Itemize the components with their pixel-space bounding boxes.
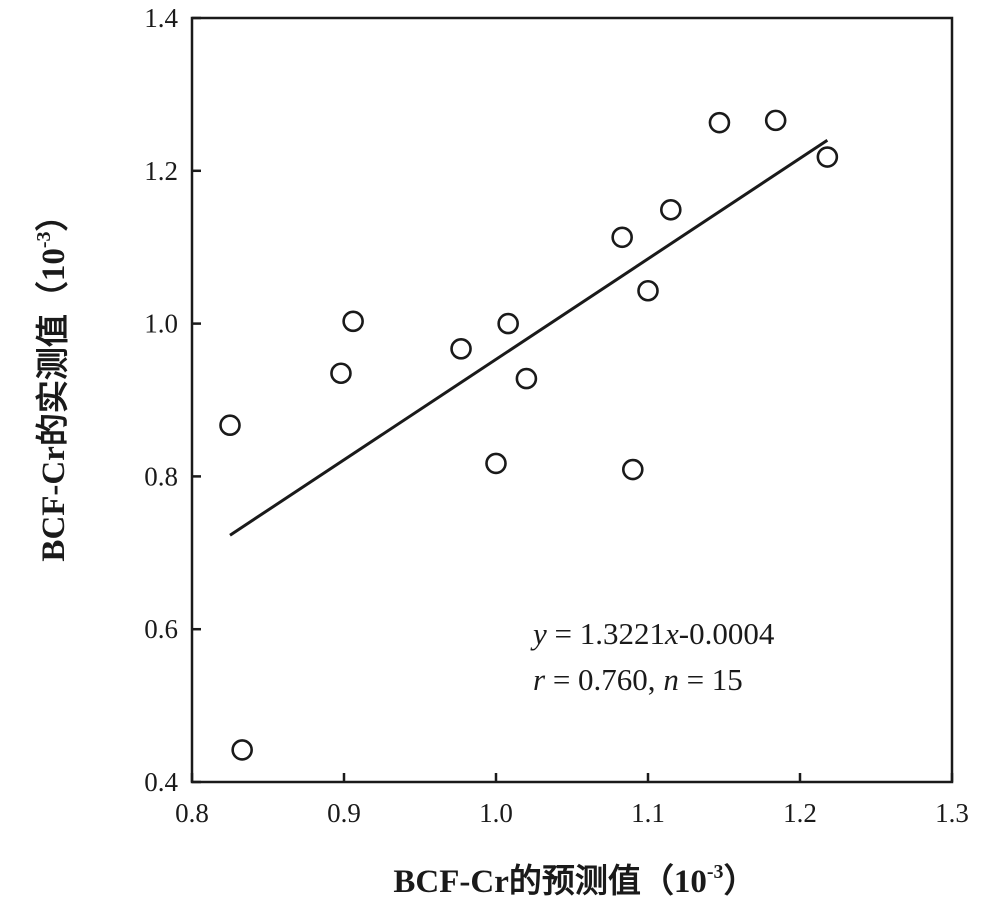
y-axis-ticks: 0.4 0.6 0.8 1.0 1.2 1.4 [144,3,201,797]
x-tick-label: 1.0 [479,798,513,828]
x-axis-ticks: 0.8 0.9 1.0 1.1 1.2 1.3 [175,773,969,828]
x-tick-label: 1.2 [783,798,817,828]
regression-line [229,138,829,537]
data-points [219,109,839,761]
data-point [708,111,731,134]
data-point [342,310,364,333]
x-tick-label: 1.3 [935,798,969,828]
data-point [611,226,633,249]
y-tick-label: 1.2 [144,156,178,186]
x-tick-label: 1.1 [631,798,665,828]
data-point [485,452,507,475]
data-point [764,109,787,132]
x-tick-label: 0.9 [327,798,361,828]
y-axis-title: BCF-Cr的实测值（10-3） [33,198,72,561]
data-point [497,312,519,335]
y-tick-label: 0.4 [144,767,178,797]
data-point [637,279,659,302]
y-tick-label: 0.6 [144,614,178,644]
regression-equation: y = 1.3221x-0.0004 [530,616,775,651]
data-point [816,146,839,168]
y-tick-label: 0.8 [144,461,178,491]
plot-frame [190,16,954,784]
data-point [231,739,253,761]
data-point [515,367,538,390]
data-point [659,198,682,221]
data-point [450,338,472,360]
plot-area [190,16,954,784]
correlation-stats: r = 0.760, n = 15 [533,662,743,697]
x-tick-label: 0.8 [175,798,209,828]
y-tick-label: 1.0 [144,309,178,339]
data-point [219,414,241,437]
data-point [330,362,352,385]
data-point [621,458,644,481]
fit-line-group [229,138,829,537]
y-tick-label: 1.4 [144,3,178,33]
x-axis-title: BCF-Cr的预测值（10-3） [393,861,756,900]
